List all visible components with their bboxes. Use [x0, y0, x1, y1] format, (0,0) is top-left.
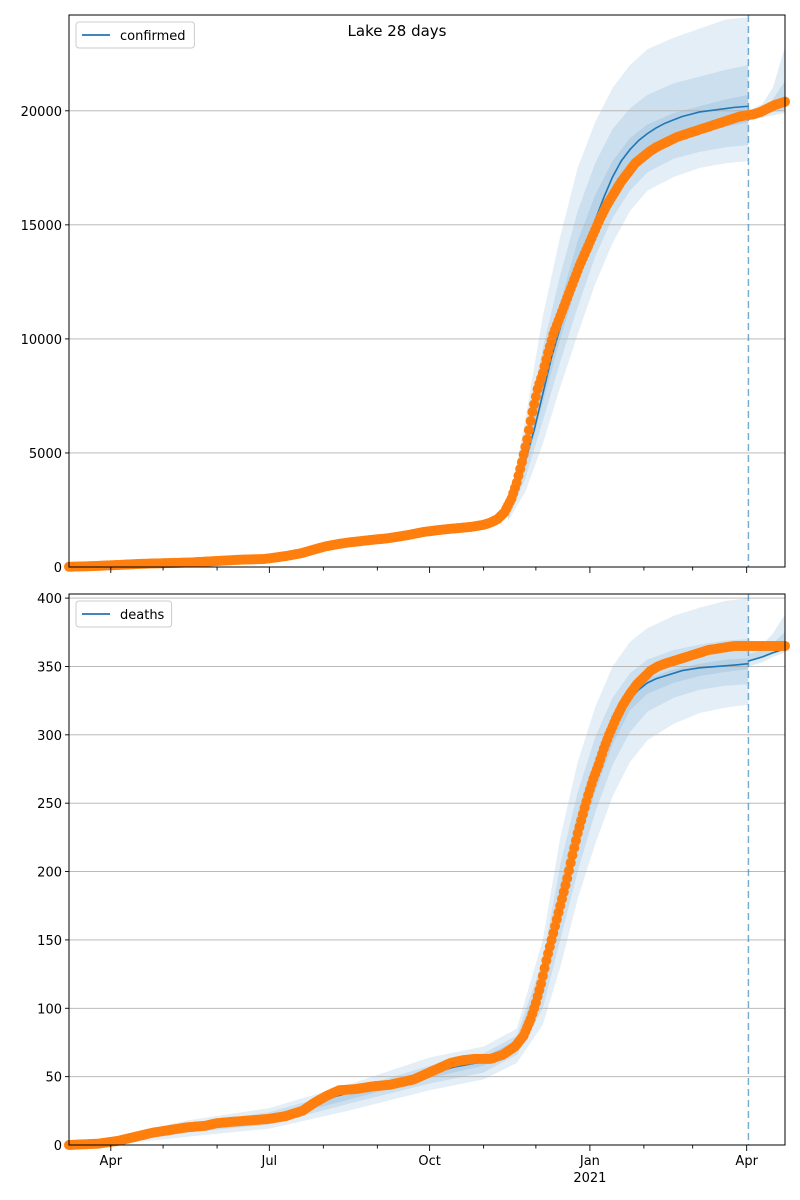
y-tick-label: 5000 [29, 447, 62, 462]
y-tick-label: 250 [37, 797, 62, 812]
y-tick-label: 0 [54, 1139, 62, 1154]
observed-point [539, 963, 550, 974]
observed-point [563, 865, 574, 876]
x-tick-label: Jan [579, 1154, 600, 1169]
y-tick-label: 0 [54, 561, 62, 576]
y-tick-label: 200 [37, 866, 62, 881]
y-tick-label: 300 [37, 729, 62, 744]
legend-label: deaths [120, 608, 165, 623]
axes-frame [68, 14, 786, 568]
y-tick-label: 15000 [21, 219, 62, 234]
forecast-band-1 [748, 614, 785, 667]
deaths-panel: 0 50 100 150 200 250 300 350 400 Apr Jul Oct Jan Apr 2… [37, 592, 790, 1186]
uncertainty-band-outer [508, 17, 749, 522]
y-tick-label: 20000 [21, 105, 62, 120]
y-tick-label: 100 [37, 1002, 62, 1017]
x-tick-label: Jul [260, 1154, 277, 1169]
observed-point [516, 457, 527, 468]
figure-title: Lake 28 days [348, 22, 447, 40]
observed-point [537, 970, 548, 981]
x-tick-label: Apr [735, 1154, 758, 1169]
observed-point [529, 399, 540, 410]
legend-box [75, 600, 173, 628]
observed-point [527, 406, 538, 417]
observed-point [530, 391, 541, 402]
observed-point [536, 978, 547, 989]
y-tick-label: 150 [37, 934, 62, 949]
y-tick-label: 50 [45, 1071, 62, 1086]
plot-area [69, 15, 785, 567]
legend-box [75, 21, 195, 49]
observed-point [518, 449, 529, 460]
x-tick-label: Oct [418, 1154, 440, 1169]
y-tick-label: 10000 [21, 333, 62, 348]
plot-area [69, 594, 785, 1145]
confirmed-panel: 0 5000 10000 15000 20000 confirmed [21, 14, 790, 576]
observed-point [522, 434, 533, 445]
legend-label: confirmed [120, 29, 186, 44]
observed-point [523, 425, 534, 436]
uncertainty-band-middle [110, 639, 749, 1144]
axes-frame [68, 593, 786, 1146]
y-tick-label: 350 [37, 660, 62, 675]
observed-point [525, 416, 536, 427]
observed-point [565, 857, 576, 868]
x-tick-label: Apr [100, 1154, 123, 1169]
y-tick-label: 400 [37, 592, 62, 607]
observed-point [562, 873, 573, 884]
x-year-label: 2021 [573, 1171, 606, 1186]
observed-point [520, 441, 531, 452]
